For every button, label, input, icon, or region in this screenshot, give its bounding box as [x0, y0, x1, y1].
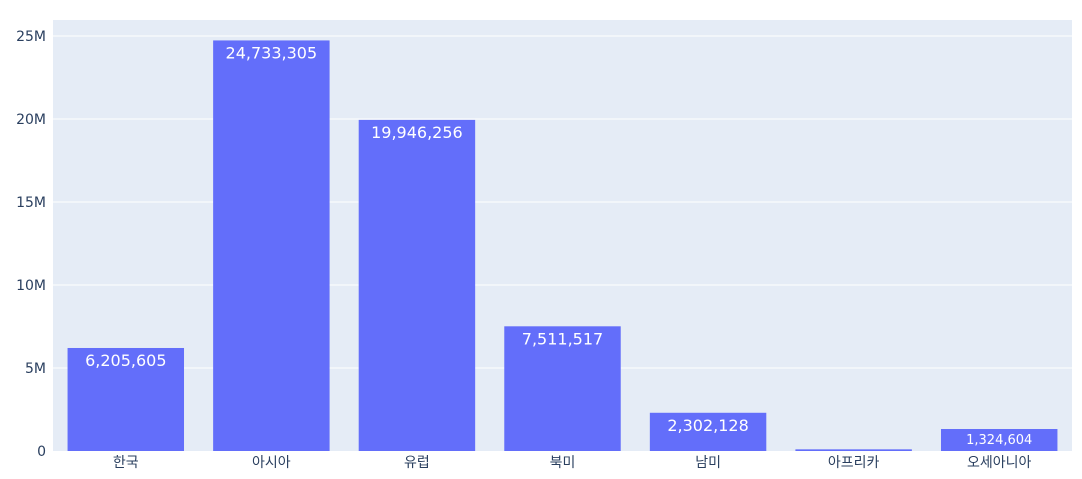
bar — [358, 119, 476, 451]
bar-data-label: 7,511,517 — [522, 329, 603, 348]
x-axis: 한국 아시아 유럽 북미 남미 아프리카 오세아니아 — [113, 455, 1032, 471]
x-tick-label: 유럽 — [404, 455, 430, 471]
bar-data-label: 2,302,128 — [667, 416, 748, 435]
x-tick-label: 아시아 — [252, 455, 291, 471]
bar — [795, 449, 912, 451]
bar — [649, 412, 767, 451]
x-tick-label: 아프리카 — [828, 455, 880, 471]
y-tick-label: 10M — [16, 278, 46, 294]
bar — [67, 347, 185, 451]
bars: 6,205,605 24,733,305 19,946,256 7,511,517 2,… — [67, 40, 1058, 452]
y-tick-label: 5M — [25, 361, 46, 377]
bar — [940, 429, 1058, 451]
x-tick-label: 한국 — [113, 455, 139, 471]
bar-data-label: 6,205,605 — [85, 351, 166, 370]
bar — [213, 40, 330, 452]
x-tick-label: 남미 — [695, 455, 721, 471]
bar — [504, 326, 621, 451]
y-axis: 0 5M 10M 15M 20M 25M — [16, 29, 46, 460]
y-tick-label: 15M — [16, 195, 46, 211]
bar-data-label: 19,946,256 — [371, 123, 463, 142]
x-tick-label: 북미 — [550, 455, 576, 471]
x-tick-label: 오세아니아 — [967, 455, 1032, 471]
bar-data-label: 24,733,305 — [226, 43, 318, 62]
y-tick-label: 20M — [16, 112, 46, 128]
y-tick-label: 25M — [16, 29, 46, 45]
y-tick-label: 0 — [37, 444, 46, 460]
bar-data-label: 1,324,604 — [966, 433, 1032, 448]
